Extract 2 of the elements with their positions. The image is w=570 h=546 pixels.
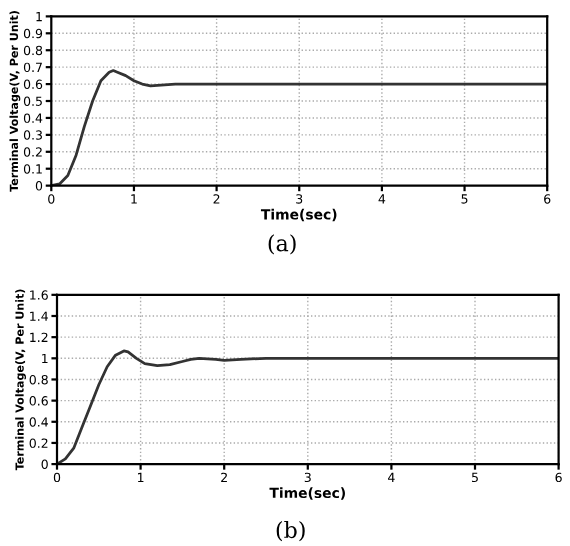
text: (a)	[268, 234, 296, 255]
text: (b)	[276, 520, 305, 542]
